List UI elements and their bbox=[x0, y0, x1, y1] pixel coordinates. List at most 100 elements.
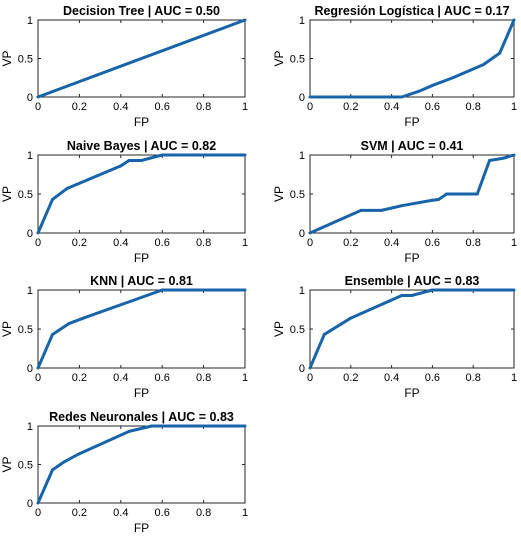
roc-curve-segment bbox=[50, 322, 71, 336]
chart-panel-ensemble: Ensemble | AUC = 0.83 0 0.2 0.4 0.6 0.8 1 0 0.5 1… bbox=[272, 274, 517, 400]
roc-curve-segment bbox=[67, 316, 86, 326]
roc-curve-segment bbox=[36, 18, 247, 99]
roc-curve-segment bbox=[416, 83, 434, 94]
roc-curve-segment bbox=[82, 288, 164, 320]
y-tick-label: 0.5 bbox=[18, 54, 33, 66]
y-tick-label: 0.5 bbox=[290, 324, 305, 336]
y-tick-label: 0 bbox=[27, 92, 33, 104]
roc-curve-segment bbox=[430, 76, 455, 87]
y-tick-label: 1 bbox=[27, 150, 33, 162]
roc-curve-segment bbox=[140, 153, 164, 162]
x-tick-label: 0.4 bbox=[113, 507, 128, 519]
x-tick-label: 0 bbox=[35, 101, 41, 113]
y-axis-label: VP bbox=[0, 456, 14, 472]
x-tick-label: 0.4 bbox=[113, 372, 128, 384]
x-tick-label: 1 bbox=[511, 101, 517, 113]
roc-curve-segment bbox=[36, 332, 54, 370]
y-tick-label: 0 bbox=[27, 228, 33, 240]
x-tick-label: 0.6 bbox=[425, 237, 440, 249]
chart-title: Regresión Logística | AUC = 0.17 bbox=[314, 4, 509, 18]
x-tick-label: 0 bbox=[307, 101, 313, 113]
chart-panel-redes-neuronales: Redes Neuronales | AUC = 0.83 0 0.2 0.4 0.6 0… bbox=[0, 410, 248, 535]
y-tick-label: 1 bbox=[27, 15, 33, 27]
chart-panel-svm: SVM | AUC = 0.41 0 0.2 0.4 0.6 0.8 1 0 0.5 1 FP VP bbox=[272, 139, 517, 265]
x-tick-label: 0.8 bbox=[466, 372, 481, 384]
y-axis-label: VP bbox=[0, 50, 14, 66]
roc-curve-segment bbox=[498, 18, 516, 55]
axes-box bbox=[309, 289, 515, 369]
y-tick-label: 0.5 bbox=[290, 189, 305, 201]
x-tick-label: 0.2 bbox=[72, 372, 87, 384]
x-tick-label: 0.2 bbox=[343, 237, 358, 249]
roc-curve bbox=[36, 18, 247, 99]
roc-curve-segment bbox=[119, 158, 131, 168]
roc-curve-segment bbox=[127, 424, 154, 433]
chart-title: SVM | AUC = 0.41 bbox=[361, 139, 464, 153]
x-axis-label: FP bbox=[404, 251, 419, 265]
roc-curve-segment bbox=[502, 153, 516, 160]
y-tick-label: 1 bbox=[27, 421, 33, 433]
y-tick-label: 0.5 bbox=[18, 189, 33, 201]
y-tick-label: 0 bbox=[27, 363, 33, 375]
roc-curve-segment bbox=[400, 90, 420, 99]
y-tick-label: 1 bbox=[299, 15, 305, 27]
x-axis-label: FP bbox=[134, 115, 149, 129]
x-axis-label: FP bbox=[404, 386, 419, 400]
y-axis-label: VP bbox=[272, 321, 286, 337]
x-tick-label: 0.4 bbox=[384, 372, 399, 384]
roc-curve-segment bbox=[308, 208, 363, 235]
axes-box bbox=[309, 154, 515, 234]
roc-curve-segment bbox=[379, 204, 404, 212]
roc-curve bbox=[36, 424, 247, 505]
roc-curve bbox=[308, 288, 516, 370]
x-tick-label: 1 bbox=[242, 237, 248, 249]
x-tick-label: 0 bbox=[35, 237, 41, 249]
x-tick-label: 0 bbox=[35, 507, 41, 519]
roc-curve-segment bbox=[349, 293, 404, 320]
y-tick-label: 1 bbox=[299, 285, 305, 297]
y-tick-label: 0 bbox=[299, 363, 305, 375]
y-tick-label: 0 bbox=[27, 498, 33, 510]
x-tick-label: 1 bbox=[242, 372, 248, 384]
y-axis-label: VP bbox=[0, 321, 14, 337]
roc-curve bbox=[36, 288, 247, 370]
axes-box bbox=[37, 289, 246, 369]
x-tick-label: 0.2 bbox=[72, 101, 87, 113]
x-tick-label: 0.6 bbox=[155, 507, 170, 519]
x-axis-label: FP bbox=[134, 521, 149, 535]
roc-curve-segment bbox=[50, 187, 69, 201]
x-tick-label: 0.2 bbox=[343, 101, 358, 113]
roc-curve-segment bbox=[488, 156, 506, 162]
x-tick-label: 0 bbox=[307, 372, 313, 384]
x-tick-label: 1 bbox=[242, 101, 248, 113]
y-axis-label: VP bbox=[0, 186, 14, 202]
roc-curve-segment bbox=[400, 198, 434, 208]
roc-curve bbox=[36, 153, 247, 235]
axes-box bbox=[37, 154, 246, 234]
roc-curve-segment bbox=[475, 158, 492, 196]
roc-curve-segment bbox=[65, 164, 123, 191]
x-tick-label: 0.2 bbox=[72, 507, 87, 519]
x-tick-label: 0.6 bbox=[155, 237, 170, 249]
chart-panel-decision-tree: Decision Tree | AUC = 0.50 0 0.2 0.4 0.6 0.8 1… bbox=[0, 4, 248, 129]
y-tick-label: 1 bbox=[27, 285, 33, 297]
chart-title: Redes Neuronales | AUC = 0.83 bbox=[49, 410, 234, 424]
x-tick-label: 1 bbox=[511, 237, 517, 249]
x-tick-label: 0 bbox=[35, 372, 41, 384]
chart-panel-naive-bayes: Naive Bayes | AUC = 0.82 0 0.2 0.4 0.6 0.8 1 0 0… bbox=[0, 139, 248, 265]
y-tick-label: 0 bbox=[299, 92, 305, 104]
x-tick-label: 0.4 bbox=[113, 101, 128, 113]
x-tick-label: 0.8 bbox=[196, 507, 211, 519]
roc-curve bbox=[308, 153, 516, 235]
x-tick-label: 0.8 bbox=[196, 101, 211, 113]
x-tick-label: 0.4 bbox=[384, 101, 399, 113]
x-axis-label: FP bbox=[134, 386, 149, 400]
chart-title: Ensemble | AUC = 0.83 bbox=[345, 274, 480, 288]
y-tick-label: 0 bbox=[299, 228, 305, 240]
axes-box bbox=[309, 19, 515, 98]
x-tick-label: 0 bbox=[307, 237, 313, 249]
x-tick-label: 0.6 bbox=[155, 101, 170, 113]
roc-curve-segment bbox=[77, 429, 131, 456]
roc-curve-segment bbox=[481, 51, 502, 67]
x-tick-label: 0.8 bbox=[466, 237, 481, 249]
